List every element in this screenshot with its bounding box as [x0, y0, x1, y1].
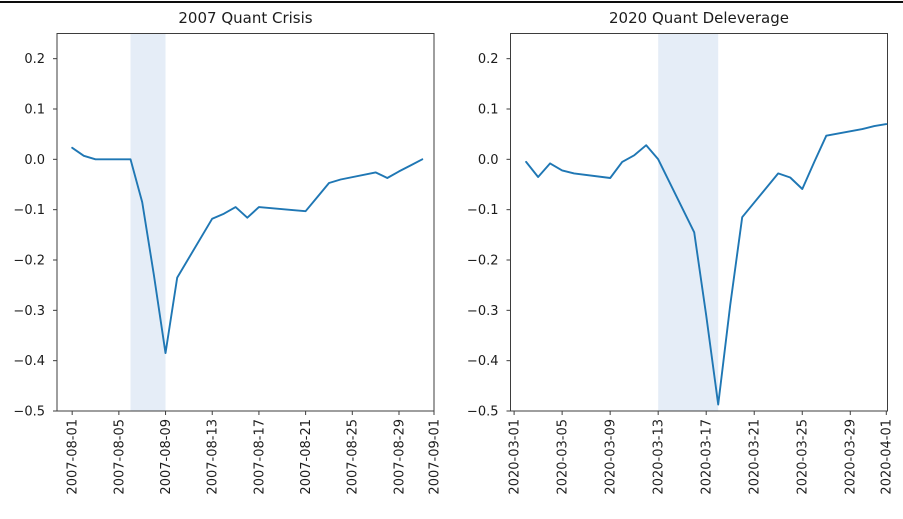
y-tick-label: −0.1 — [467, 203, 499, 218]
x-tick-label: 2020-03-21 — [748, 419, 763, 495]
x-tick-label: 2020-04-01 — [880, 419, 895, 495]
y-tick-label: 0.0 — [478, 153, 499, 168]
x-tick-label: 2007-08-29 — [392, 419, 407, 495]
x-tick-label: 2020-03-01 — [508, 419, 523, 495]
plot-border — [510, 33, 888, 412]
y-tick-label: −0.2 — [467, 253, 499, 268]
x-tick-label: 2020-03-13 — [652, 419, 667, 495]
x-tick-label: 2007-08-13 — [206, 419, 221, 495]
y-tick-label: 0.0 — [24, 153, 45, 168]
plot-border — [56, 33, 435, 412]
x-tick-label: 2020-03-05 — [556, 419, 571, 495]
x-tick-label: 2007-08-25 — [346, 419, 361, 495]
top-border-rule — [0, 1, 903, 3]
x-tick-label: 2007-08-05 — [112, 419, 127, 495]
y-tick-label: 0.2 — [24, 52, 45, 67]
x-tick-label: 2020-03-25 — [796, 419, 811, 495]
right-chart-title: 2020 Quant Deleverage — [609, 9, 789, 27]
x-tick-label: 2020-03-17 — [700, 419, 715, 495]
y-tick-label: −0.3 — [467, 304, 499, 319]
y-tick-label: 0.2 — [478, 52, 499, 67]
y-tick-label: −0.3 — [13, 304, 45, 319]
y-tick-label: −0.5 — [13, 404, 45, 419]
series-line — [71, 146, 424, 355]
y-tick-label: −0.5 — [467, 404, 499, 419]
x-tick-label: 2020-03-29 — [844, 419, 859, 495]
x-tick-label: 2007-09-01 — [427, 419, 442, 495]
shaded-event-band — [130, 33, 166, 411]
y-tick-label: −0.4 — [467, 354, 499, 369]
y-tick-label: −0.2 — [13, 253, 45, 268]
x-tick-label: 2007-08-09 — [159, 419, 174, 495]
x-tick-label: 2020-03-09 — [604, 419, 619, 495]
x-tick-label: 2007-08-01 — [66, 419, 81, 495]
y-tick-label: 0.1 — [478, 102, 499, 117]
x-tick-label: 2007-08-17 — [252, 419, 267, 495]
y-tick-label: 0.1 — [24, 102, 45, 117]
y-tick-label: −0.1 — [13, 203, 45, 218]
left-chart-title: 2007 Quant Crisis — [178, 9, 313, 27]
series-line — [525, 123, 888, 406]
y-tick-label: −0.4 — [13, 354, 45, 369]
x-tick-label: 2007-08-21 — [299, 419, 314, 495]
